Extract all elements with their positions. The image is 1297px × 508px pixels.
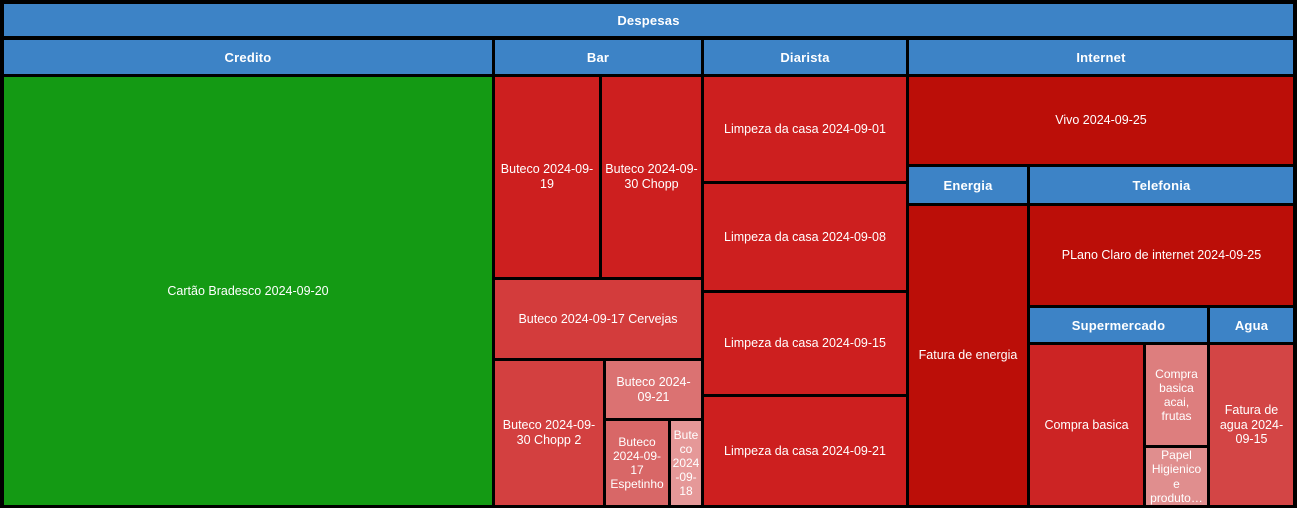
cell-vivo-2024-09-25[interactable]: Vivo 2024-09-25 <box>909 77 1293 164</box>
cell-fatura-de-energia[interactable]: Fatura de energia <box>909 206 1027 505</box>
header-bar[interactable]: Bar <box>495 40 701 74</box>
header-agua[interactable]: Agua <box>1210 308 1293 342</box>
cell-compra-basica[interactable]: Compra basica <box>1030 345 1143 505</box>
header-internet[interactable]: Internet <box>909 40 1293 74</box>
cell-cartao-bradesco-2024-09-20[interactable]: Cartão Bradesco 2024-09-20 <box>4 77 492 505</box>
cell-buteco-2024-09-17-cervejas[interactable]: Buteco 2024-09-17 Cervejas <box>495 280 701 358</box>
cell-compra-basica-acai-frutas[interactable]: Compra basica acai, frutas <box>1146 345 1207 445</box>
cell-limpeza-da-casa-2024-09-21[interactable]: Limpeza da casa 2024-09-21 <box>704 397 906 505</box>
cell-buteco-2024-09-30-chopp-2[interactable]: Buteco 2024-09-30 Chopp 2 <box>495 361 603 505</box>
header-energia[interactable]: Energia <box>909 167 1027 203</box>
cell-limpeza-da-casa-2024-09-15[interactable]: Limpeza da casa 2024-09-15 <box>704 293 906 394</box>
cell-papel-higienico-e-produto[interactable]: Papel Higienico e produto… <box>1146 448 1207 505</box>
header-despesas[interactable]: Despesas <box>4 4 1293 36</box>
cell-plano-claro-de-internet-2024-09-25[interactable]: PLano Claro de internet 2024-09-25 <box>1030 206 1293 305</box>
cell-fatura-de-agua-2024-09-15[interactable]: Fatura de agua 2024-09-15 <box>1210 345 1293 505</box>
cell-buteco-2024-09-19[interactable]: Buteco 2024-09-19 <box>495 77 599 277</box>
cell-buteco-2024-09-21[interactable]: Buteco 2024-09-21 <box>606 361 701 418</box>
header-supermercado[interactable]: Supermercado <box>1030 308 1207 342</box>
cell-limpeza-da-casa-2024-09-01[interactable]: Limpeza da casa 2024-09-01 <box>704 77 906 181</box>
cell-buteco-2024-09-17-espetinho[interactable]: Buteco 2024-09-17 Espetinho <box>606 421 668 505</box>
cell-buteco-2024-09-18[interactable]: Buteco 2024-09-18 <box>671 421 701 505</box>
header-diarista[interactable]: Diarista <box>704 40 906 74</box>
header-credito[interactable]: Credito <box>4 40 492 74</box>
cell-buteco-2024-09-30-chopp[interactable]: Buteco 2024-09-30 Chopp <box>602 77 701 277</box>
header-telefonia[interactable]: Telefonia <box>1030 167 1293 203</box>
cell-limpeza-da-casa-2024-09-08[interactable]: Limpeza da casa 2024-09-08 <box>704 184 906 290</box>
